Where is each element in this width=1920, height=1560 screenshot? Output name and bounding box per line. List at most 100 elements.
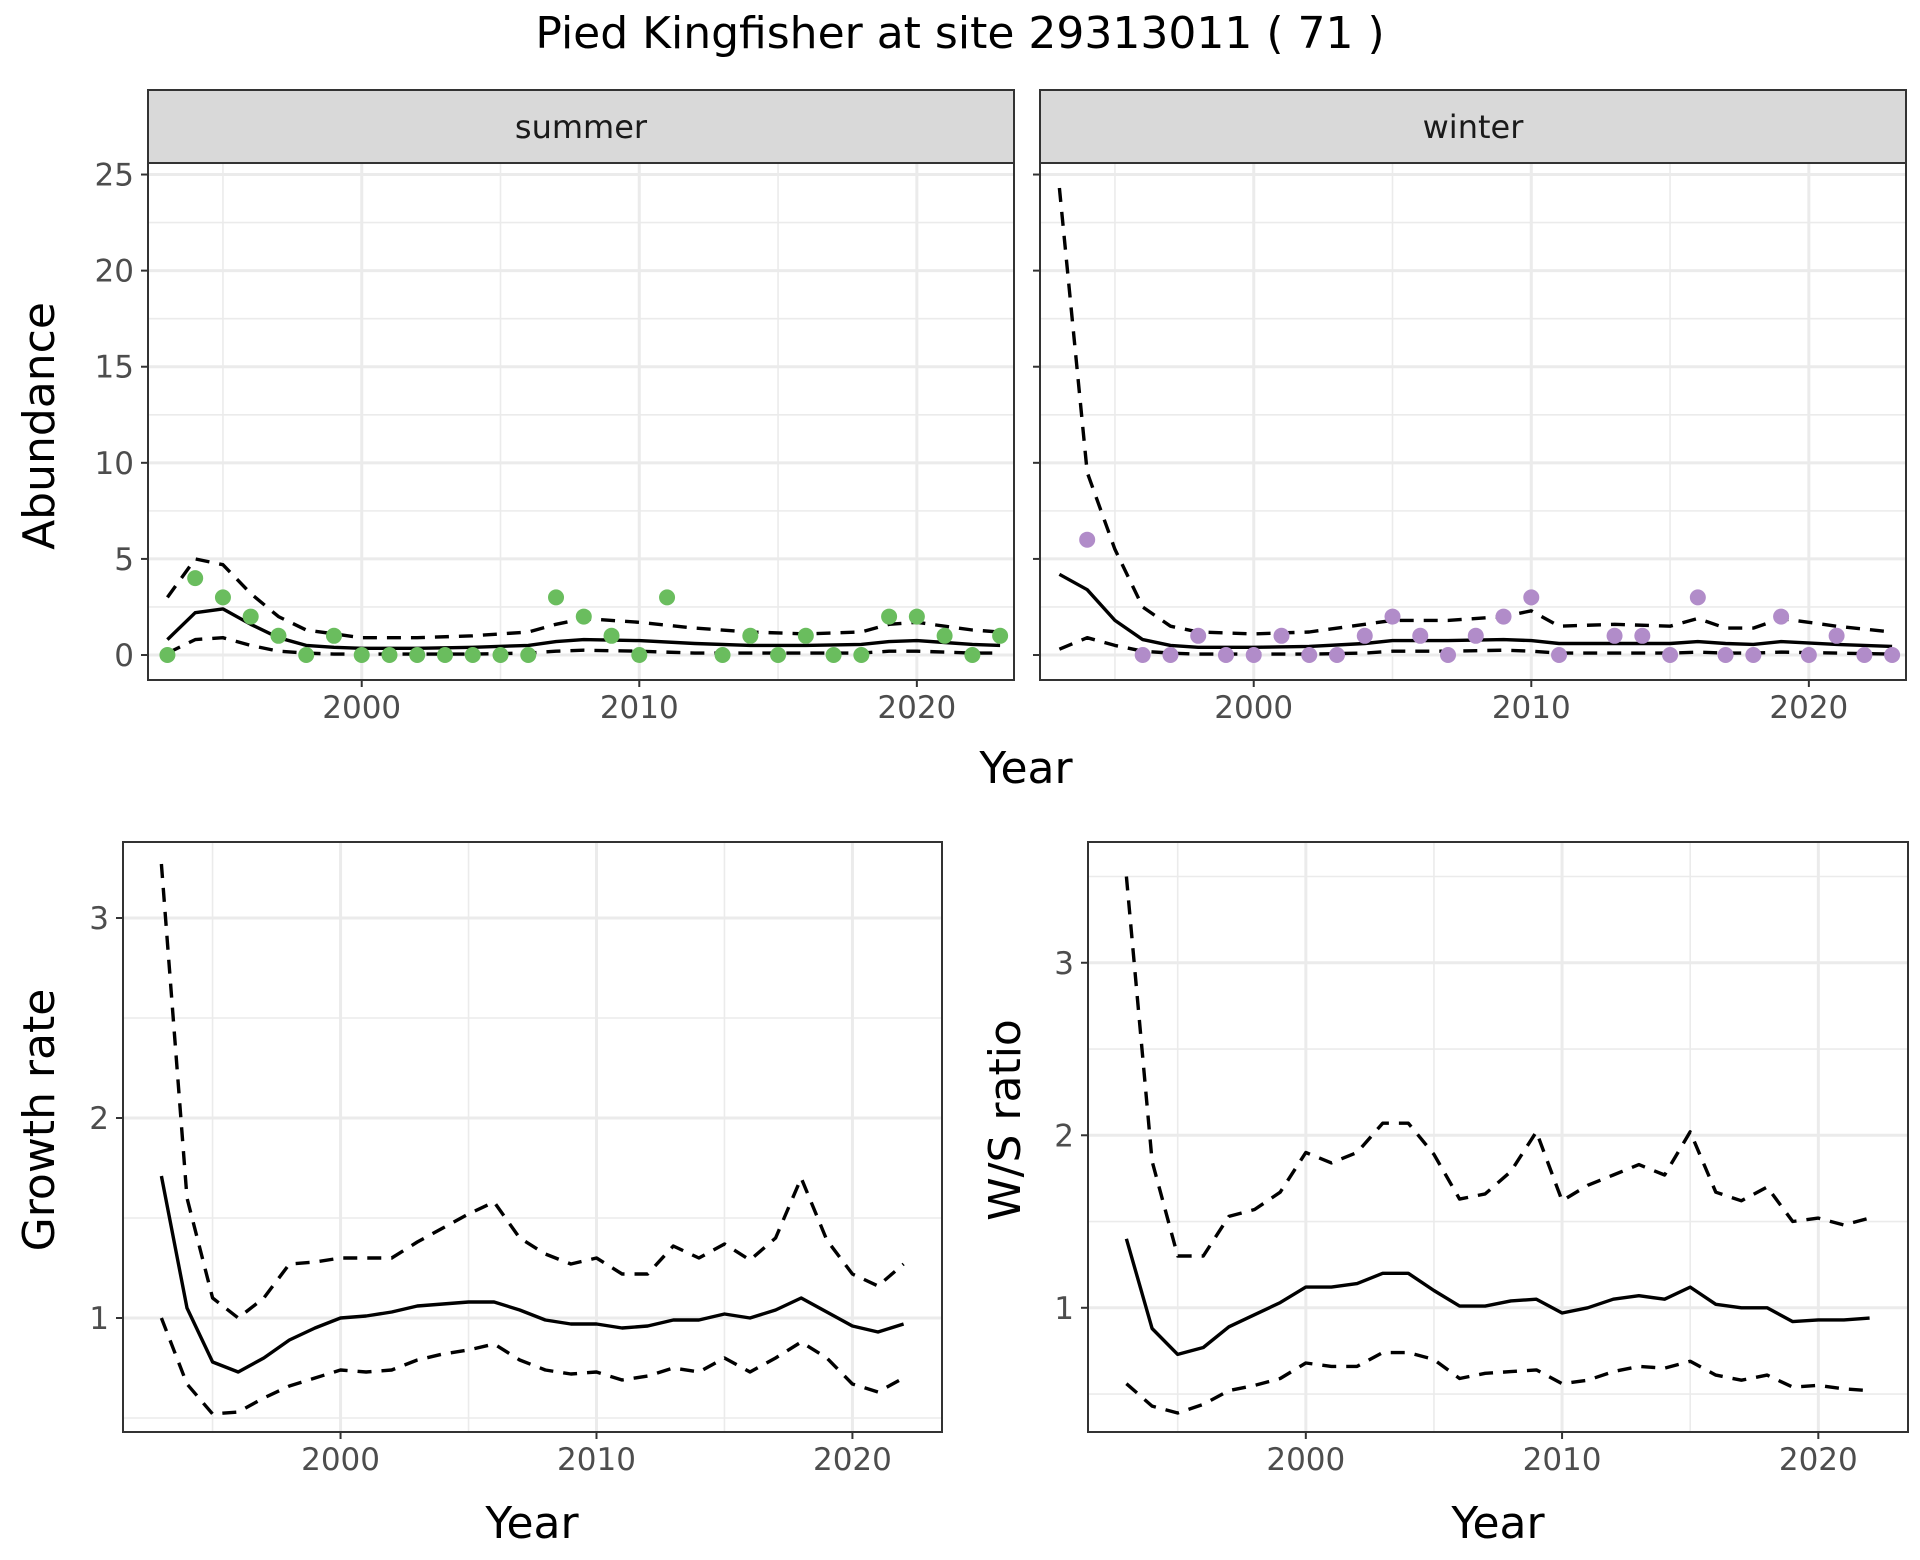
ws-ratio-panel: 2000 2010 2020 1 2 3	[1054, 841, 1909, 1478]
growth-rate-chart: 2000 2010 2020 1 2 3 Growth rate Year	[14, 841, 943, 1549]
ws-ratio-x-tick-label-2010: 2010	[1523, 1442, 1602, 1478]
winter-strip-label: winter	[1423, 108, 1525, 146]
summer-point-2000	[353, 647, 370, 664]
summer-point-2001	[381, 647, 398, 664]
summer-point-2021	[936, 627, 953, 644]
growth-rate-x-tick-label-2010: 2010	[557, 1442, 636, 1478]
summer-point-2009	[603, 627, 620, 644]
summer-y-tick-label-15: 15	[95, 350, 134, 386]
winter-point-2008	[1467, 627, 1484, 644]
winter-point-2007	[1440, 647, 1457, 664]
growth-rate-x-axis-title: Year	[484, 1498, 579, 1549]
ws-ratio-chart: 2000 2010 2020 1 2 3 W/S ratio Year	[980, 841, 1909, 1549]
ws-ratio-x-axis-title: Year	[1450, 1498, 1545, 1549]
winter-point-2005	[1384, 608, 1401, 625]
summer-point-2004	[464, 647, 481, 664]
ws-ratio-trend-line	[1124, 1238, 1870, 1357]
winter-point-2002	[1301, 647, 1318, 664]
abundance-winter-panel: 2000 2010 2020 winter	[1033, 89, 1907, 726]
winter-x-tick-label-2010: 2010	[1492, 690, 1571, 726]
winter-point-2006	[1412, 627, 1429, 644]
summer-point-2018	[853, 647, 870, 664]
summer-point-1999	[325, 627, 342, 644]
winter-ci-line-2	[1058, 636, 1893, 656]
summer-point-2020	[908, 608, 925, 625]
winter-strip	[1039, 89, 1907, 164]
winter-point-2011	[1551, 647, 1568, 664]
winter-point-2009	[1495, 608, 1512, 625]
summer-point-1993	[159, 647, 176, 664]
winter-point-2021	[1828, 627, 1845, 644]
growth-rate-ci-line-1	[159, 863, 905, 1320]
ws-ratio-x-tick-label-2000: 2000	[1266, 1442, 1345, 1478]
winter-point-2023	[1884, 647, 1901, 664]
winter-x-tick-label-2000: 2000	[1214, 690, 1293, 726]
growth-rate-y-tick-label-3: 3	[89, 901, 109, 937]
summer-point-2015	[770, 647, 787, 664]
summer-strip-label: summer	[515, 108, 648, 146]
ws-ratio-y-tick-label-3: 3	[1054, 946, 1074, 982]
growth-rate-y-tick-label-2: 2	[89, 1101, 109, 1137]
growth-rate-x-tick-label-2000: 2000	[301, 1442, 380, 1478]
growth-rate-trend-line	[159, 1175, 905, 1374]
summer-y-tick-label-25: 25	[95, 158, 134, 194]
winter-point-2000	[1245, 647, 1262, 664]
winter-point-2018	[1745, 647, 1762, 664]
summer-y-tick-label-10: 10	[95, 446, 134, 482]
summer-x-tick-label-2000: 2000	[322, 690, 401, 726]
winter-point-1998	[1190, 627, 1207, 644]
growth-rate-panel-border	[122, 841, 943, 1433]
ws-ratio-panel-border	[1087, 841, 1909, 1433]
summer-point-1995	[214, 589, 231, 606]
summer-point-1996	[242, 608, 259, 625]
summer-trend-line	[166, 607, 1001, 650]
summer-point-1997	[270, 627, 287, 644]
ws-ratio-ci-line-1	[1124, 876, 1871, 1258]
summer-ci-line-1	[166, 557, 1001, 640]
ws-ratio-y-axis-title: W/S ratio	[980, 1019, 1031, 1221]
abundance-y-axis-title: Abundance	[14, 302, 65, 550]
summer-point-1998	[298, 647, 315, 664]
summer-strip	[147, 89, 1015, 164]
summer-x-tick-label-2020: 2020	[877, 690, 956, 726]
summer-point-2007	[548, 589, 565, 606]
winter-point-1994	[1079, 531, 1096, 548]
winter-point-2015	[1662, 647, 1679, 664]
winter-point-1997	[1162, 647, 1179, 664]
winter-point-2020	[1800, 647, 1817, 664]
growth-rate-x-tick-label-2020: 2020	[813, 1442, 892, 1478]
abundance-summer-panel: 2000 2010 2020 0 5 10 15 20 25 summer	[95, 89, 1015, 726]
summer-y-tick-label-20: 20	[95, 254, 134, 290]
ws-ratio-y-tick-label-2: 2	[1054, 1118, 1074, 1154]
summer-point-2006	[520, 647, 537, 664]
winter-point-2010	[1523, 589, 1540, 606]
summer-point-2011	[659, 589, 676, 606]
summer-point-2014	[742, 627, 759, 644]
abundance-x-axis-title: Year	[978, 743, 1073, 794]
winter-point-2019	[1773, 608, 1790, 625]
summer-point-2005	[492, 647, 509, 664]
figure-title: Pied Kingfisher at site 29313011 ( 71 )	[535, 8, 1384, 59]
summer-point-2010	[631, 647, 648, 664]
summer-point-2022	[964, 647, 981, 664]
summer-point-2023	[992, 627, 1009, 644]
ws-ratio-x-tick-label-2020: 2020	[1779, 1442, 1858, 1478]
winter-point-2014	[1634, 627, 1651, 644]
summer-point-1994	[187, 570, 204, 587]
summer-point-2008	[575, 608, 592, 625]
summer-point-2003	[436, 647, 453, 664]
winter-point-2022	[1856, 647, 1873, 664]
summer-point-2002	[409, 647, 426, 664]
winter-point-2016	[1689, 589, 1706, 606]
summer-point-2017	[825, 647, 842, 664]
winter-point-2001	[1273, 627, 1290, 644]
winter-x-tick-label-2020: 2020	[1769, 690, 1848, 726]
summer-point-2016	[797, 627, 814, 644]
summer-point-2019	[881, 608, 898, 625]
winter-point-2003	[1328, 647, 1345, 664]
winter-point-1999	[1217, 647, 1234, 664]
growth-rate-y-axis-title: Growth rate	[14, 989, 65, 1252]
winter-point-1996	[1134, 647, 1151, 664]
